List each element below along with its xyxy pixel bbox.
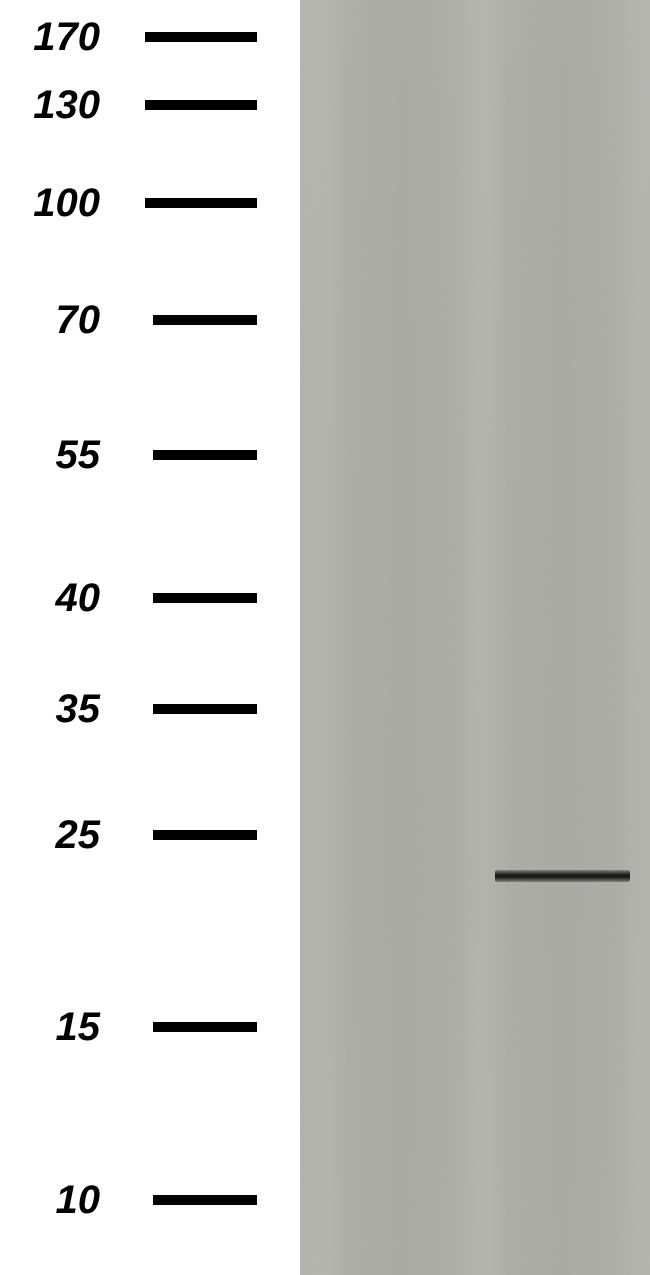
marker-tick-170 <box>145 32 257 42</box>
western-blot-container: 170 130 100 70 55 40 35 25 15 10 <box>0 0 650 1275</box>
marker-tick-10 <box>153 1195 257 1205</box>
marker-label-100: 100 <box>10 181 100 226</box>
marker-tick-15 <box>153 1022 257 1032</box>
marker-tick-40 <box>153 593 257 603</box>
marker-tick-130 <box>145 100 257 110</box>
marker-tick-25 <box>153 830 257 840</box>
blot-membrane <box>300 0 650 1275</box>
marker-label-70: 70 <box>10 298 100 343</box>
marker-tick-100 <box>145 198 257 208</box>
marker-label-15: 15 <box>10 1005 100 1050</box>
marker-tick-55 <box>153 450 257 460</box>
marker-label-40: 40 <box>10 576 100 621</box>
marker-label-170: 170 <box>10 15 100 60</box>
marker-tick-70 <box>153 315 257 325</box>
membrane-background <box>300 0 650 1275</box>
protein-band-0 <box>495 870 630 882</box>
marker-label-55: 55 <box>10 433 100 478</box>
marker-label-10: 10 <box>10 1178 100 1223</box>
marker-tick-35 <box>153 704 257 714</box>
marker-label-130: 130 <box>10 83 100 128</box>
molecular-weight-ladder: 170 130 100 70 55 40 35 25 15 10 <box>0 0 300 1275</box>
marker-label-35: 35 <box>10 687 100 732</box>
marker-label-25: 25 <box>10 813 100 858</box>
